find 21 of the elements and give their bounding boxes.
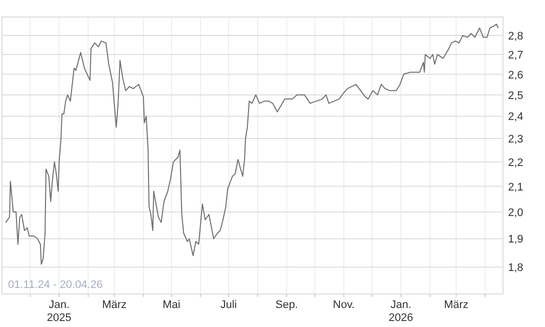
x-tick-label: Mai [162,299,180,311]
y-tick-label: 2,5 [508,90,524,102]
y-tick-label: 2,7 [508,49,524,62]
x-tick-label: März [102,299,127,311]
y-tick-label: 2,3 [508,134,524,146]
x-tick-label: Juli [220,299,237,311]
y-tick-label: 2,8 [508,30,524,42]
y-tick-label: 1,8 [508,262,524,274]
line-series [5,24,499,265]
x-tick-label: März [444,299,468,311]
annotation: 01.11.24 - 20.04.26 [8,279,103,291]
y-tick-label: 2,0 [508,206,524,219]
y-tick-label: 2,4 [508,111,524,124]
y-tick-label: 2,1 [508,181,524,194]
x-tick-label: Sep. [275,299,298,311]
y-tick-label: 2,2 [508,156,524,169]
x-tick-label: Jan. 2025 [46,299,72,324]
x-tick-label: Jan. 2026 [388,299,414,324]
y-tick-label: 2,6 [508,69,524,82]
x-tick-label: Nov. [332,299,355,311]
y-tick-label: 1,9 [508,234,524,246]
